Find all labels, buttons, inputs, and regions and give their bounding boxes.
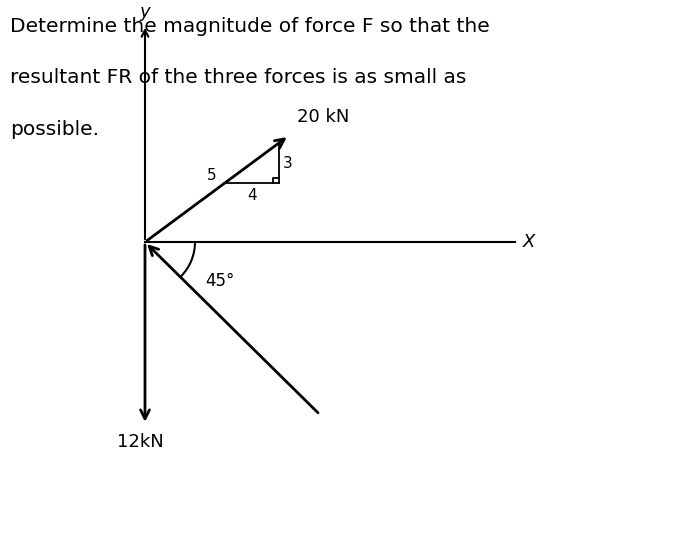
Text: 3: 3 xyxy=(284,156,293,170)
Text: y: y xyxy=(140,3,150,21)
Text: possible.: possible. xyxy=(10,119,99,139)
Text: resultant FR of the three forces is as small as: resultant FR of the three forces is as s… xyxy=(10,68,466,87)
Text: 20 kN: 20 kN xyxy=(297,107,349,125)
Text: 12kN: 12kN xyxy=(117,432,163,450)
Text: 45°: 45° xyxy=(205,272,235,290)
Text: Determine the magnitude of force F so that the: Determine the magnitude of force F so th… xyxy=(10,17,490,36)
Text: X: X xyxy=(523,233,536,251)
Text: 4: 4 xyxy=(247,189,256,203)
Text: 5: 5 xyxy=(206,168,216,183)
